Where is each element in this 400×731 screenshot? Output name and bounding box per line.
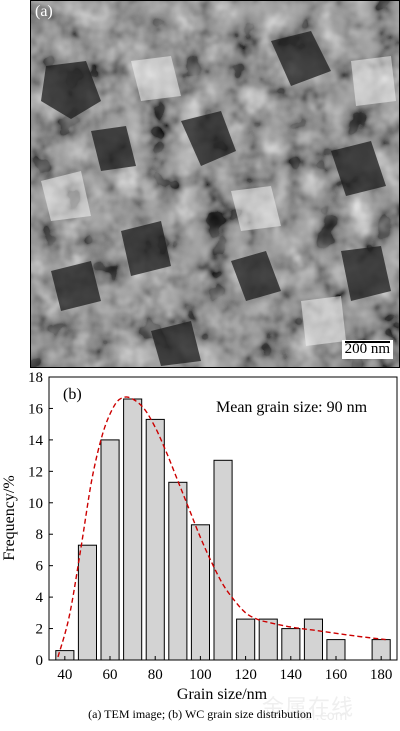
fit-curve [57, 396, 386, 658]
bar [190, 524, 210, 661]
bars-group [55, 398, 391, 661]
x-tick-label: 160 [325, 667, 348, 683]
x-tick-label: 100 [189, 667, 212, 683]
x-tick-label: 40 [57, 667, 72, 683]
grain-size-chart: 40 60 80 100 120 140 160 180 0 2 4 6 8 10 12 14 16 18 (b)… [1, 370, 398, 703]
bar [303, 618, 323, 661]
bar [281, 628, 301, 661]
scale-bar-line [344, 341, 390, 343]
panel-b-label: (b) [63, 386, 82, 403]
scale-bar-label: 200 nm [344, 341, 390, 357]
y-tick-label: 4 [36, 590, 44, 606]
y-tick-label: 8 [36, 527, 44, 543]
bar [123, 398, 143, 661]
axis-ticks: 40 60 80 100 120 140 160 180 0 2 4 6 8 10 12 14 16 18 [28, 370, 392, 683]
watermark-url: ool.com [296, 709, 348, 724]
y-tick-label: 12 [28, 464, 43, 480]
bar [236, 618, 256, 661]
x-tick-label: 80 [148, 667, 163, 683]
x-axis-label: Grain size/nm [177, 686, 268, 703]
mean-annotation: Mean grain size: 90 nm [216, 399, 368, 416]
bar [258, 618, 278, 661]
figure-caption: (a) TEM image; (b) WC grain size distrib… [88, 707, 312, 721]
y-tick-label: 10 [28, 496, 43, 512]
bar [145, 418, 165, 661]
tem-image: (a) 200 nm [30, 0, 400, 368]
x-tick-label: 180 [370, 667, 393, 683]
y-tick-label: 0 [36, 653, 44, 669]
y-tick-label: 2 [36, 622, 44, 638]
bar [77, 544, 98, 661]
y-tick-label: 6 [36, 559, 44, 575]
tem-micrograph [31, 1, 399, 367]
bar [168, 481, 188, 661]
bar [213, 459, 233, 661]
panel-a-label: (a) [35, 3, 53, 20]
scale-bar: 200 nm [341, 340, 393, 359]
y-axis-label: Frequency/% [1, 475, 18, 560]
y-tick-label: 16 [28, 401, 44, 417]
bar [100, 439, 120, 661]
x-tick-label: 60 [103, 667, 118, 683]
x-tick-label: 140 [280, 667, 303, 683]
x-tick-label: 120 [234, 667, 257, 683]
y-tick-label: 18 [28, 370, 43, 386]
watermark: 金属在线 [262, 696, 355, 721]
y-tick-label: 14 [28, 433, 44, 449]
